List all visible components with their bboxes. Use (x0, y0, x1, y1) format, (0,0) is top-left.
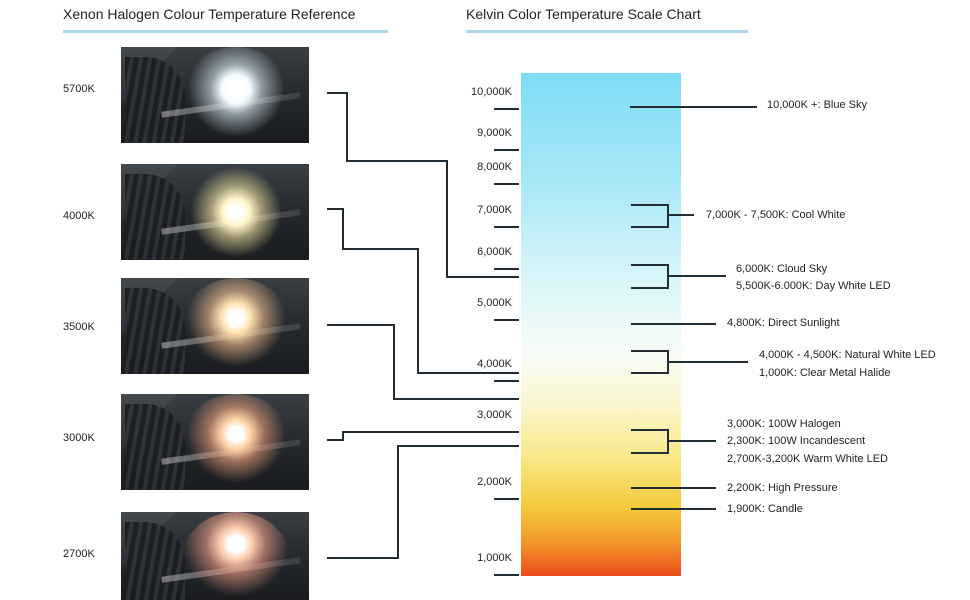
headlight-image (121, 278, 309, 374)
bracket-halogen (631, 429, 669, 454)
headlight-image (121, 394, 309, 490)
scale-tick-label: 10,000K (471, 86, 512, 98)
lamp-glow (181, 512, 291, 600)
annotation-100w-incandescent: 2,300K: 100W Incandescent (727, 435, 866, 447)
annotation-cool-white: 7,000K - 7,500K: Cool White (706, 209, 846, 221)
right-title-underline (466, 30, 748, 33)
scale-tick-label: 9,000K (477, 127, 512, 139)
pointer-cloud-sky (668, 275, 726, 277)
annotation-cloud-sky: 6,000K: Cloud Sky (736, 263, 828, 275)
connector-2700k (327, 445, 519, 559)
connector-3500k (327, 324, 519, 400)
left-title-underline (63, 30, 388, 33)
annotation-day-white-led: 5,500K-6.000K: Day White LED (736, 280, 891, 292)
sample-label: 5700K (63, 83, 95, 95)
annotation-high-pressure: 2,200K: High Pressure (727, 482, 838, 494)
connector-3000k (327, 431, 519, 441)
connector-4000k (327, 208, 519, 374)
lamp-glow (181, 278, 291, 374)
scale-tick-label: 4,000K (477, 358, 512, 370)
sample-label: 3500K (63, 321, 95, 333)
sample-label: 2700K (63, 548, 95, 560)
lamp-glow (181, 47, 291, 143)
scale-tick-label: 3,000K (477, 409, 512, 421)
connector-5700k (327, 92, 519, 278)
sample-label: 4000K (63, 210, 95, 222)
sample-label: 3000K (63, 432, 95, 444)
lamp-glow (181, 394, 291, 490)
scale-tick-label: 6,000K (477, 246, 512, 258)
scale-tick-label: 2,000K (477, 476, 512, 488)
bracket-cool-white (631, 204, 669, 228)
annotation-blue-sky: 10,000K +: Blue Sky (767, 99, 867, 111)
annotation-100w-halogen: 3,000K: 100W Halogen (727, 418, 841, 430)
annotation-direct-sunlight: 4,800K: Direct Sunlight (727, 317, 840, 329)
right-title: Kelvin Color Temperature Scale Chart (466, 6, 701, 22)
headlight-image (121, 164, 309, 260)
annotation-warm-white-led: 2,700K-3,200K Warm White LED (727, 453, 888, 465)
scale-tick-label: 8,000K (477, 161, 512, 173)
scale-tick-label: 1,000K (477, 552, 512, 564)
annotation-candle: 1,900K: Candle (727, 503, 803, 515)
headlight-image (121, 47, 309, 143)
annotation-clear-metal-halide: 1,000K: Clear Metal Halide (759, 367, 891, 379)
lamp-glow (181, 164, 291, 260)
scale-tick-label: 5,000K (477, 297, 512, 309)
scale-tick-label: 7,000K (477, 204, 512, 216)
bracket-natural-white (631, 350, 669, 374)
headlight-image (121, 512, 309, 600)
annotation-natural-white-led: 4,000K - 4,500K: Natural White LED (759, 349, 936, 361)
left-title: Xenon Halogen Colour Temperature Referen… (63, 6, 356, 22)
bracket-cloud-sky (631, 264, 669, 289)
